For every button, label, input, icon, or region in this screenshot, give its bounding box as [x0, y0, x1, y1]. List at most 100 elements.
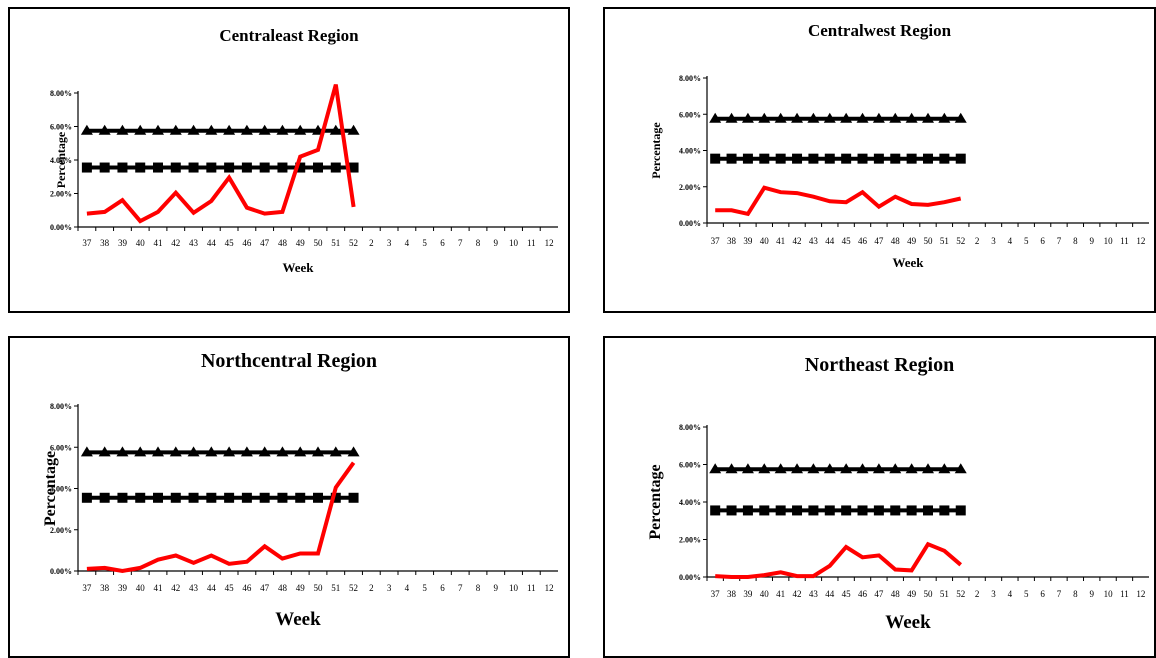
x-tick-label: 45 [225, 583, 235, 593]
x-tick-label: 44 [207, 583, 217, 593]
x-tick-label: 51 [331, 583, 340, 593]
x-tick-label: 7 [458, 583, 463, 593]
triangle-marker [791, 463, 804, 474]
triangle-marker [205, 124, 218, 135]
x-tick-label: 2 [975, 589, 980, 599]
x-tick-label: 47 [874, 589, 884, 599]
x-tick-label: 10 [1104, 589, 1114, 599]
x-tick-label: 8 [476, 583, 481, 593]
x-tick-label: 50 [314, 238, 324, 248]
square-marker [170, 162, 181, 173]
x-tick-label: 45 [225, 238, 235, 248]
triangle-marker [80, 124, 93, 135]
square-marker [939, 505, 950, 516]
x-axis-label: Week [275, 609, 321, 630]
triangle-marker [889, 112, 902, 123]
square-marker [857, 505, 868, 516]
x-tick-label: 12 [1136, 236, 1145, 246]
x-tick-label: 52 [349, 238, 358, 248]
square-marker [153, 162, 163, 173]
triangle-marker [187, 124, 200, 135]
x-tick-label: 12 [545, 583, 554, 593]
square-marker [206, 162, 217, 173]
x-tick-label: 51 [940, 589, 949, 599]
x-tick-label: 48 [891, 589, 901, 599]
x-axis-label: Week [282, 260, 314, 275]
triangle-marker [240, 446, 253, 457]
chart-svg: Centraleast Region 0.00% 2.00% 4.00% 6.00% 8.… [50, 26, 558, 275]
triangle-marker [954, 112, 967, 123]
triangle-marker [758, 463, 771, 474]
triangle-marker [922, 463, 934, 474]
x-tick-label: 38 [100, 583, 110, 593]
square-marker [188, 162, 199, 173]
triangle-marker [905, 112, 918, 123]
square-marker [841, 153, 852, 164]
x-tick-label: 11 [527, 238, 536, 248]
triangle-marker [905, 463, 918, 474]
x-tick-label: 46 [858, 589, 868, 599]
x-tick-label: 12 [1136, 589, 1145, 599]
x-tick-label: 10 [1104, 236, 1114, 246]
y-tick-label: 4.00% [50, 156, 72, 165]
x-tick-label: 6 [440, 583, 445, 593]
x-tick-label: 45 [842, 589, 852, 599]
y-tick-label: 2.00% [50, 190, 72, 199]
square-marker [808, 505, 819, 516]
x-tick-label: 48 [278, 583, 288, 593]
triangle-marker [872, 112, 885, 123]
triangle-marker [774, 112, 787, 123]
triangle-marker [205, 446, 218, 457]
x-tick-label: 2 [369, 238, 374, 248]
series-line-observed [86, 461, 356, 574]
x-tick-label: 44 [825, 589, 835, 599]
x-tick-label: 4 [1008, 236, 1013, 246]
triangle-marker [347, 124, 360, 135]
square-marker [348, 492, 359, 503]
x-tick-label: 2 [369, 583, 374, 593]
x-tick-label: 6 [440, 238, 445, 248]
x-tick-label: 47 [874, 236, 884, 246]
x-axis-label: Week [885, 612, 931, 633]
square-marker [117, 492, 128, 503]
x-tick-label: 40 [760, 589, 770, 599]
x-tick-label: 37 [711, 589, 721, 599]
x-tick-label: 6 [1040, 589, 1045, 599]
x-tick-label: 11 [1120, 236, 1129, 246]
triangle-marker [116, 124, 129, 135]
square-marker [206, 492, 217, 503]
series-line-observed [86, 84, 356, 224]
x-tick-label: 5 [1024, 589, 1029, 599]
triangle-marker [223, 124, 236, 135]
y-tick-label: 4.00% [50, 485, 72, 494]
x-tick-label: 48 [891, 236, 901, 246]
triangle-marker [98, 446, 111, 457]
chart-title: Centraleast Region [219, 26, 359, 45]
square-marker [759, 505, 770, 516]
x-tick-label: 3 [991, 589, 996, 599]
x-tick-label: 9 [1089, 589, 1094, 599]
x-tick-label: 50 [924, 589, 934, 599]
triangle-marker [134, 124, 147, 135]
y-tick-label: 8.00% [50, 402, 72, 411]
square-marker [135, 492, 146, 503]
x-tick-label: 37 [82, 583, 92, 593]
square-marker [259, 492, 270, 503]
x-tick-label: 11 [1120, 589, 1129, 599]
triangle-marker [169, 446, 182, 457]
square-marker [742, 505, 753, 516]
square-marker [188, 492, 199, 503]
triangle-marker [258, 446, 271, 457]
square-marker [939, 153, 950, 164]
triangle-marker [258, 124, 271, 135]
x-tick-label: 47 [260, 583, 270, 593]
x-tick-label: 43 [809, 589, 819, 599]
x-tick-label: 7 [1057, 589, 1062, 599]
triangle-marker [276, 446, 289, 457]
square-marker [775, 153, 786, 164]
x-tick-label: 45 [842, 236, 852, 246]
triangle-marker [872, 463, 885, 474]
square-marker [295, 492, 306, 503]
x-tick-label: 44 [825, 236, 835, 246]
triangle-marker [312, 446, 324, 457]
